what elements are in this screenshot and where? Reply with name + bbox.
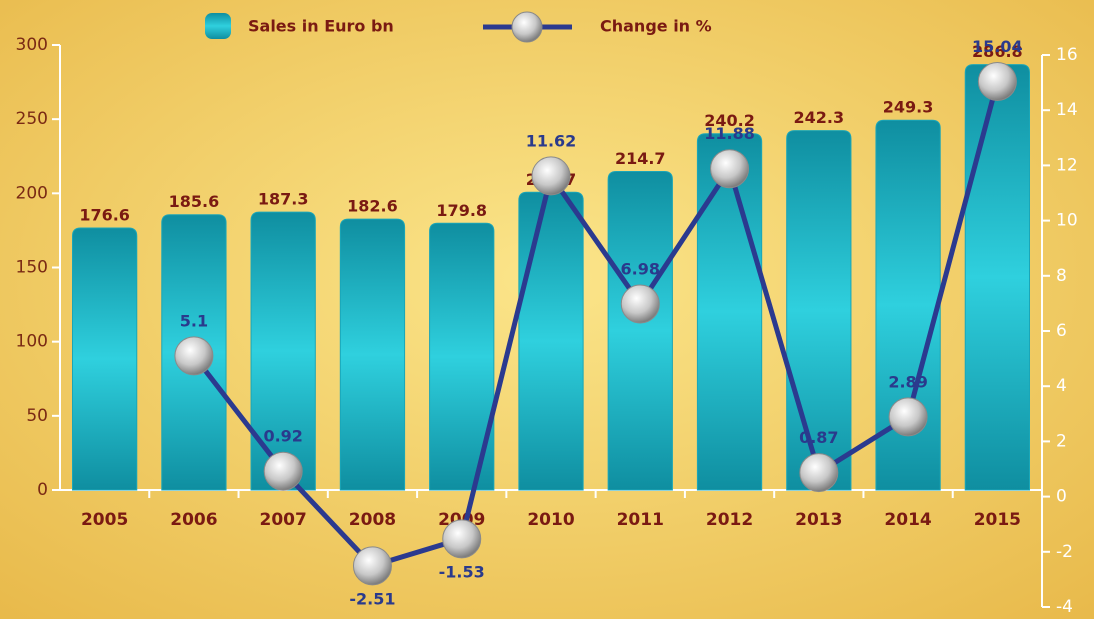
- line-marker: [353, 547, 391, 585]
- legend-swatch: [205, 13, 231, 39]
- y2-tick-label: -2: [1056, 542, 1073, 562]
- y2-tick-label: 4: [1056, 376, 1067, 396]
- y2-tick-label: 14: [1056, 100, 1078, 120]
- bar-label: 176.6: [79, 206, 130, 225]
- point-label: 15.04: [972, 37, 1023, 56]
- bar-label: 242.3: [794, 108, 845, 127]
- line-marker: [978, 62, 1016, 100]
- chart: Sales in Euro bn Change in % 05010015020…: [0, 0, 1094, 619]
- point-label: 11.62: [526, 131, 577, 150]
- bar-label: 179.8: [436, 201, 487, 220]
- line-marker: [711, 150, 749, 188]
- x-tick-label: 2011: [617, 510, 664, 530]
- bar-label: 185.6: [169, 192, 220, 211]
- bar: [608, 172, 672, 490]
- line-marker: [621, 285, 659, 323]
- y-tick-label: 250: [16, 109, 48, 129]
- y2-tick-label: 8: [1056, 266, 1067, 286]
- bar: [72, 228, 136, 490]
- y2-tick-label: 12: [1056, 155, 1078, 175]
- x-tick-label: 2010: [527, 510, 574, 530]
- line-marker: [800, 454, 838, 492]
- bar: [251, 212, 315, 490]
- bar: [340, 219, 404, 490]
- point-label: 0.92: [263, 427, 302, 446]
- x-tick-label: 2012: [706, 510, 753, 530]
- y2-tick-label: 6: [1056, 321, 1067, 341]
- y-tick-label: 50: [26, 406, 48, 426]
- y2-tick-label: 10: [1056, 211, 1078, 231]
- point-label: 5.1: [180, 311, 208, 330]
- bar: [519, 192, 583, 490]
- x-tick-label: 2013: [795, 510, 842, 530]
- x-tick-label: 2005: [81, 510, 128, 530]
- legend-marker: [512, 12, 542, 42]
- bar: [965, 65, 1029, 490]
- point-label: -2.51: [349, 589, 395, 608]
- x-tick-label: 2007: [260, 510, 307, 530]
- y2-tick-label: 16: [1056, 45, 1078, 65]
- x-tick-label: 2006: [170, 510, 217, 530]
- point-label: 2.89: [888, 372, 927, 391]
- x-tick-label: 2014: [884, 510, 931, 530]
- x-tick-label: 2015: [974, 510, 1021, 530]
- bar-label: 249.3: [883, 98, 934, 117]
- y-tick-label: 0: [37, 480, 48, 500]
- line-marker: [532, 157, 570, 195]
- y-tick-label: 300: [16, 35, 48, 55]
- y-tick-label: 200: [16, 183, 48, 203]
- point-label: 6.98: [621, 259, 660, 278]
- line-marker: [443, 520, 481, 558]
- y2-tick-label: -4: [1056, 597, 1073, 617]
- line-marker: [175, 337, 213, 375]
- y2-tick-label: 2: [1056, 431, 1067, 451]
- point-label: -1.53: [439, 562, 485, 581]
- bar-label: 187.3: [258, 190, 309, 209]
- point-label: 11.88: [704, 124, 755, 143]
- legend-label: Sales in Euro bn: [248, 17, 394, 36]
- line-marker: [889, 398, 927, 436]
- y-tick-label: 100: [16, 332, 48, 352]
- x-tick-label: 2008: [349, 510, 396, 530]
- bar-label: 182.6: [347, 197, 398, 216]
- y-tick-label: 150: [16, 258, 48, 278]
- y2-tick-label: 0: [1056, 487, 1067, 507]
- point-label: 0.87: [799, 428, 838, 447]
- legend-label: Change in %: [600, 17, 712, 36]
- bar-label: 214.7: [615, 149, 666, 168]
- line-marker: [264, 452, 302, 490]
